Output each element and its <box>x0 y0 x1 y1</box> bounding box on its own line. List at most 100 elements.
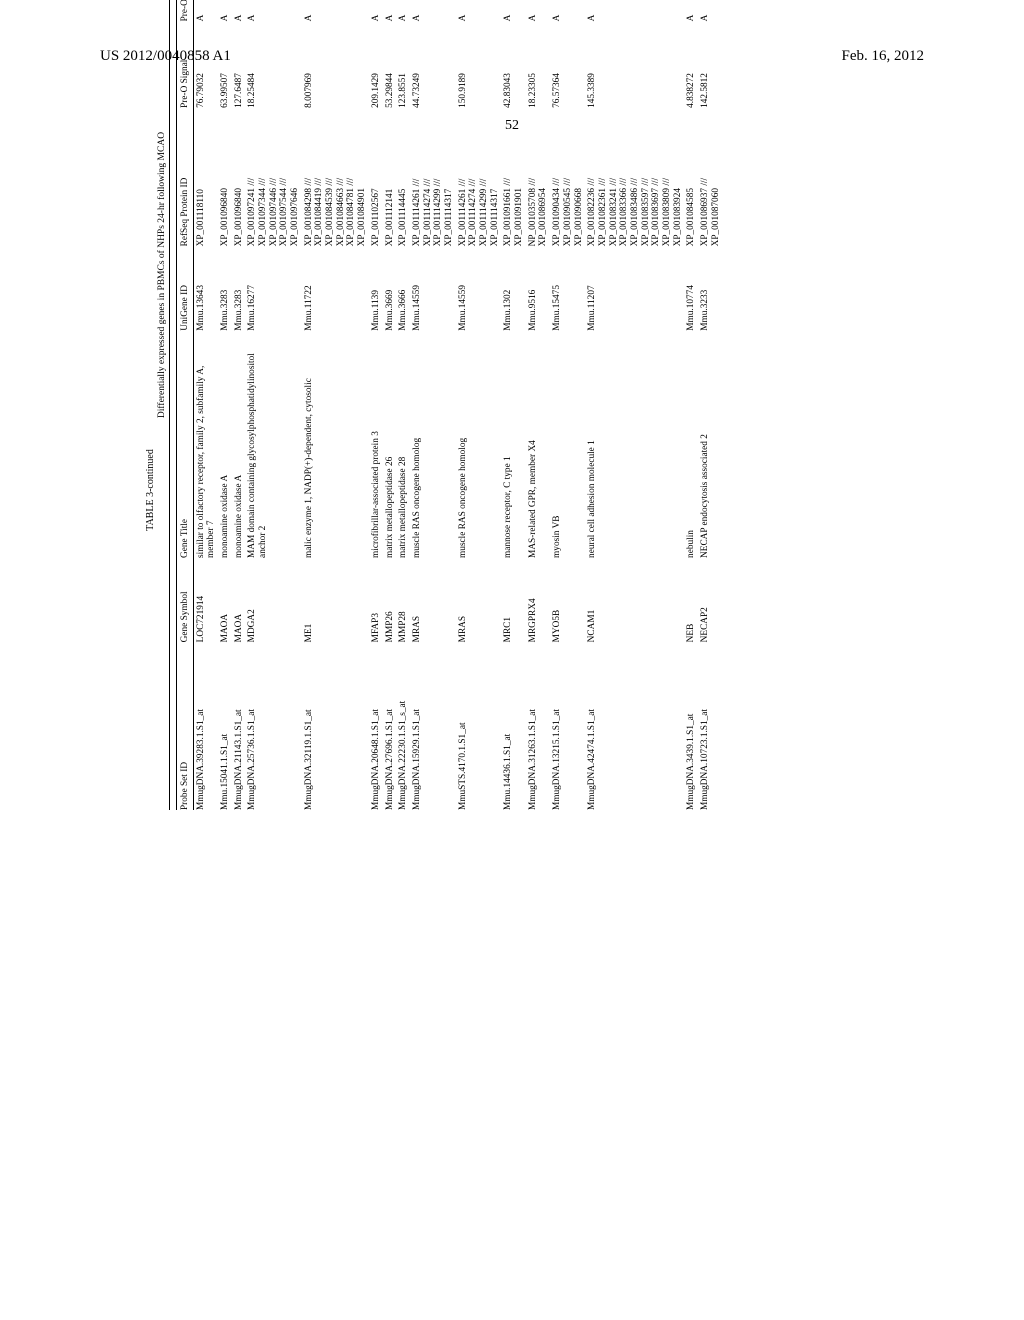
cell-uni: Mmu.3283 <box>218 246 232 330</box>
cell-preos: 209.1429 <box>369 21 383 108</box>
table-subcaption: Differentially expressed genes in PBMCs … <box>157 0 170 810</box>
cell-preod: A <box>246 0 302 21</box>
cell-title: MAM domain containing glycosylphosphatid… <box>246 331 302 558</box>
cell-refseq: XP_001084585 <box>685 108 699 246</box>
cell-uni: Mmu.15475 <box>551 246 586 330</box>
cell-preos: 44.73249 <box>410 21 456 108</box>
refseq-line: XP_001114445 <box>398 112 409 246</box>
cell-refseq: XP_001086937 ///XP_001087060 <box>699 108 723 246</box>
col-title: Gene Title <box>177 331 194 558</box>
cell-title: mannose receptor, C type 1 <box>502 331 526 558</box>
col-preos: Pre-O Signal <box>177 21 194 108</box>
cell-preos: 76.79032 <box>194 21 219 108</box>
refseq-line: XP_001086937 /// <box>700 112 711 246</box>
table-row: MmugDNA.21143.1.S1_atMAOAmonoamine oxida… <box>232 0 246 810</box>
cell-uni: Mmu.3669 <box>383 246 397 330</box>
refseq-line: XP_001114299 /// <box>479 112 490 246</box>
cell-gene: ME1 <box>302 558 369 642</box>
cell-preod: A <box>218 0 232 21</box>
cell-gene: MAOA <box>232 558 246 642</box>
table-container: TABLE 3-continued Differentially express… <box>145 170 1024 810</box>
cell-preos: 145.3389 <box>586 21 685 108</box>
refseq-line: XP_001083241 /// <box>609 112 620 246</box>
cell-uni: Mmu.14559 <box>456 246 502 330</box>
refseq-line: XP_001083366 /// <box>619 112 630 246</box>
refseq-line: XP_001084585 <box>686 112 697 246</box>
refseq-line: XP_001112141 <box>385 112 396 246</box>
refseq-line: XP_001084781 /// <box>346 112 357 246</box>
cell-probe: MmugDNA.13215.1.S1_at <box>551 642 586 810</box>
cell-uni: Mmu.1302 <box>502 246 526 330</box>
cell-title: matrix metallopeptidase 26 <box>383 331 397 558</box>
cell-title: NECAP endocytosis associated 2 <box>699 331 723 558</box>
cell-gene: NECAP2 <box>699 558 723 642</box>
refseq-line: XP_001114317 <box>444 112 455 246</box>
table-row: MmugDNA.25736.1.S1_atMDGA2MAM domain con… <box>246 0 302 810</box>
col-preod: Pre-O detection <box>177 0 194 21</box>
refseq-line: XP_001084298 /// <box>304 112 315 246</box>
cell-probe: MmugDNA.15929.1.S1_at <box>410 642 456 810</box>
refseq-line: XP_001096840 <box>220 112 231 246</box>
cell-title: monoamine oxidase A <box>218 331 232 558</box>
cell-preod: A <box>383 0 397 21</box>
cell-preos: 18.23305 <box>526 21 550 108</box>
cell-gene: MRAS <box>410 558 456 642</box>
table-row: Mmu.15041.1.S1_atMAOAmonoamine oxidase A… <box>218 0 232 810</box>
cell-preos: 4.838272 <box>685 21 699 108</box>
cell-refseq: XP_001097241 ///XP_001097344 ///XP_00109… <box>246 108 302 246</box>
cell-refseq: XP_001112141 <box>383 108 397 246</box>
table-row: MmuSTS.4170.1.S1_atMRASmuscle RAS oncoge… <box>456 0 502 810</box>
cell-preod: A <box>526 0 550 21</box>
refseq-line: XP_001083597 /// <box>641 112 652 246</box>
header-right: Feb. 16, 2012 <box>842 48 925 65</box>
cell-preod: A <box>194 0 219 21</box>
refseq-line: XP_001084663 /// <box>336 112 347 246</box>
cell-title: microfibrillar-associated protein 3 <box>369 331 383 558</box>
cell-probe: Mmu.15041.1.S1_at <box>218 642 232 810</box>
refseq-line: XP_001097344 /// <box>258 112 269 246</box>
cell-preod: A <box>502 0 526 21</box>
col-gene: Gene Symbol <box>177 558 194 642</box>
cell-probe: MmugDNA.20648.1.S1_at <box>369 642 383 810</box>
refseq-line: XP_001083486 /// <box>630 112 641 246</box>
refseq-line: XP_001090668 <box>574 112 585 246</box>
refseq-line: XP_001083809 /// <box>662 112 673 246</box>
refseq-line: XP_001114261 /// <box>458 112 469 246</box>
cell-uni: Mmu.3666 <box>397 246 411 330</box>
table-row: MmugDNA.3439.1.S1_atNEBnebulinMmu.10774X… <box>685 0 699 810</box>
col-probe: Probe Set ID <box>177 642 194 810</box>
cell-preod: A <box>232 0 246 21</box>
refseq-line: XP_001114274 /// <box>423 112 434 246</box>
data-table: Probe Set ID Gene Symbol Gene Title UniG… <box>176 0 723 810</box>
cell-probe: Mmu.14436.1.S1_at <box>502 642 526 810</box>
cell-preos: 123.8551 <box>397 21 411 108</box>
refseq-line: XP_001090545 /// <box>563 112 574 246</box>
table-row: MmugDNA.15929.1.S1_atMRASmuscle RAS onco… <box>410 0 456 810</box>
cell-preod: A <box>410 0 456 21</box>
refseq-line: XP_001082361 /// <box>598 112 609 246</box>
cell-probe: MmugDNA.3439.1.S1_at <box>685 642 699 810</box>
refseq-line: XP_001114299 /// <box>433 112 444 246</box>
cell-preod: A <box>456 0 502 21</box>
cell-refseq: XP_001084298 ///XP_001084419 ///XP_00108… <box>302 108 369 246</box>
cell-preos: 76.57364 <box>551 21 586 108</box>
cell-preos: 127.6487 <box>232 21 246 108</box>
cell-preod: A <box>369 0 383 21</box>
refseq-line: XP_001084539 /// <box>325 112 336 246</box>
cell-title: nebulin <box>685 331 699 558</box>
cell-preos: 8.007969 <box>302 21 369 108</box>
cell-refseq: NP_001035708 ///XP_001086954 <box>526 108 550 246</box>
table-row: MmugDNA.39283.1.S1_atLOC721914similar to… <box>194 0 219 810</box>
cell-preos: 42.83043 <box>502 21 526 108</box>
cell-uni: Mmu.3233 <box>699 246 723 330</box>
refseq-line: XP_001114317 <box>490 112 501 246</box>
cell-title: muscle RAS oncogene homolog <box>410 331 456 558</box>
cell-uni: Mmu.9516 <box>526 246 550 330</box>
cell-refseq: XP_001090434 ///XP_001090545 ///XP_00109… <box>551 108 586 246</box>
cell-uni: Mmu.14559 <box>410 246 456 330</box>
cell-preod: A <box>302 0 369 21</box>
cell-probe: MmugDNA.31263.1.S1_at <box>526 642 550 810</box>
table-row: MmugDNA.13215.1.S1_atMYO5Bmyosin VBMmu.1… <box>551 0 586 810</box>
cell-refseq: XP_001114261 ///XP_001114274 ///XP_00111… <box>410 108 456 246</box>
cell-probe: MmugDNA.42474.1.S1_at <box>586 642 685 810</box>
